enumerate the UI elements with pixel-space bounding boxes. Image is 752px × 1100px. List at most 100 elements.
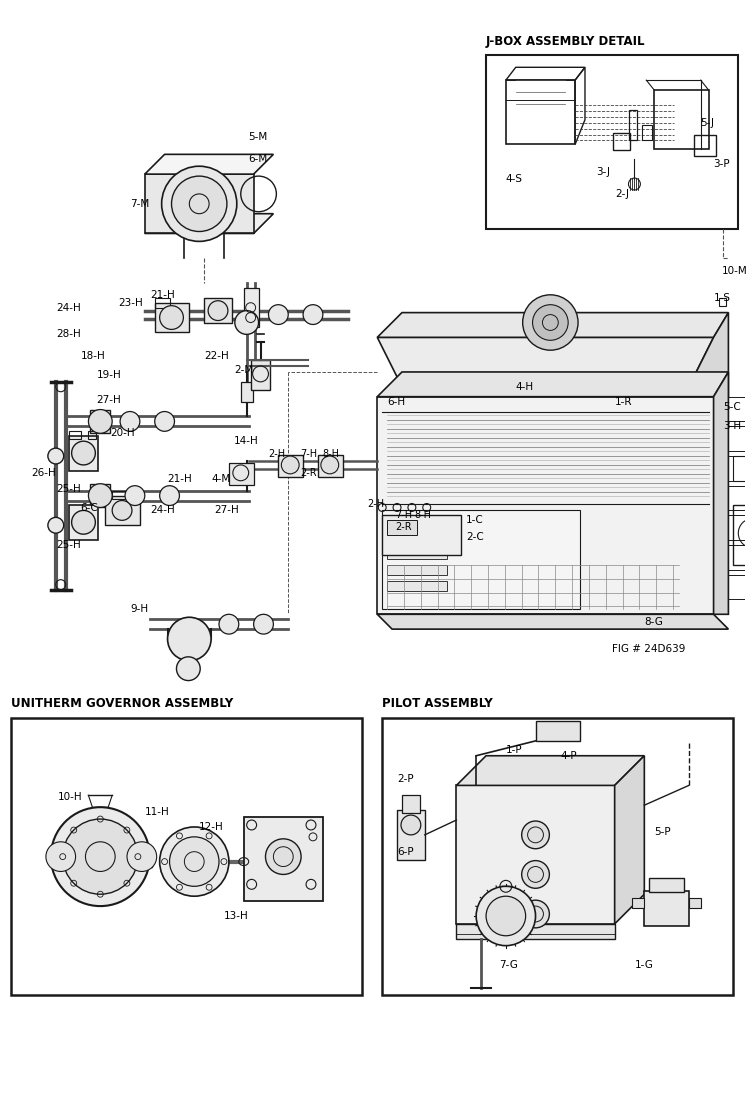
Bar bbox=[642, 124, 652, 140]
Text: 7-M: 7-M bbox=[130, 199, 149, 209]
Text: 21-H: 21-H bbox=[168, 474, 193, 484]
Text: 24-H: 24-H bbox=[56, 302, 80, 312]
Text: 6-P: 6-P bbox=[397, 847, 414, 857]
Text: 8-H: 8-H bbox=[415, 510, 432, 520]
Circle shape bbox=[159, 827, 229, 896]
Text: 2-R: 2-R bbox=[395, 522, 411, 532]
Bar bbox=[68, 431, 80, 439]
Polygon shape bbox=[378, 397, 714, 614]
Text: 6-C: 6-C bbox=[80, 504, 99, 514]
Text: J-BOX ASSEMBLY DETAIL: J-BOX ASSEMBLY DETAIL bbox=[486, 34, 645, 47]
Circle shape bbox=[46, 842, 75, 871]
Text: 2-H: 2-H bbox=[368, 498, 384, 508]
Bar bbox=[486, 55, 738, 229]
Circle shape bbox=[235, 310, 259, 334]
Bar bbox=[729, 456, 752, 481]
Text: 2-J: 2-J bbox=[616, 189, 629, 199]
Text: FIG # 24D639: FIG # 24D639 bbox=[611, 644, 685, 653]
Bar bbox=[132, 847, 152, 867]
Circle shape bbox=[162, 166, 237, 241]
Bar bbox=[250, 360, 271, 389]
Bar bbox=[718, 298, 726, 306]
Polygon shape bbox=[456, 785, 614, 924]
Text: 1-C: 1-C bbox=[466, 515, 484, 526]
Circle shape bbox=[62, 820, 138, 894]
Circle shape bbox=[48, 448, 64, 464]
Text: UNITHERM GOVERNOR ASSEMBLY: UNITHERM GOVERNOR ASSEMBLY bbox=[11, 697, 234, 711]
Bar bbox=[397, 810, 425, 859]
Circle shape bbox=[71, 441, 96, 465]
Polygon shape bbox=[456, 756, 644, 785]
Circle shape bbox=[253, 614, 274, 634]
Circle shape bbox=[89, 484, 112, 507]
Bar bbox=[632, 899, 644, 909]
Text: 27-H: 27-H bbox=[214, 505, 239, 516]
Circle shape bbox=[476, 887, 535, 946]
Text: 9-H: 9-H bbox=[130, 604, 148, 614]
Text: 19-H: 19-H bbox=[96, 370, 121, 379]
Text: 2-H: 2-H bbox=[268, 449, 286, 459]
Bar bbox=[629, 110, 638, 140]
Bar bbox=[155, 302, 190, 332]
Circle shape bbox=[169, 837, 219, 887]
Bar bbox=[105, 496, 140, 526]
Bar bbox=[729, 427, 752, 451]
Polygon shape bbox=[456, 924, 614, 938]
Circle shape bbox=[522, 821, 550, 849]
Text: 22-H: 22-H bbox=[204, 351, 229, 361]
Circle shape bbox=[208, 300, 228, 320]
Polygon shape bbox=[378, 372, 729, 397]
Circle shape bbox=[51, 807, 150, 906]
Bar bbox=[387, 520, 417, 536]
Circle shape bbox=[265, 839, 301, 875]
Polygon shape bbox=[145, 154, 274, 174]
Text: 2-R: 2-R bbox=[300, 468, 317, 477]
Bar bbox=[229, 463, 253, 485]
Polygon shape bbox=[378, 614, 729, 629]
Text: 5-C: 5-C bbox=[723, 402, 741, 411]
Text: 3-H: 3-H bbox=[723, 421, 741, 431]
Bar bbox=[689, 899, 701, 909]
Bar bbox=[241, 469, 253, 484]
Text: 11-H: 11-H bbox=[145, 807, 169, 817]
Circle shape bbox=[89, 409, 112, 433]
Text: 10-M: 10-M bbox=[721, 266, 747, 276]
Text: 23-H: 23-H bbox=[118, 298, 143, 308]
Circle shape bbox=[171, 176, 227, 231]
Polygon shape bbox=[145, 174, 253, 233]
Bar bbox=[68, 437, 99, 471]
Circle shape bbox=[177, 657, 200, 681]
Bar bbox=[613, 133, 630, 151]
Text: 8-H: 8-H bbox=[323, 449, 340, 459]
Circle shape bbox=[71, 510, 96, 535]
Bar bbox=[654, 90, 708, 150]
Circle shape bbox=[522, 900, 550, 928]
Bar bbox=[244, 817, 323, 901]
Text: 12-H: 12-H bbox=[199, 822, 224, 832]
Bar bbox=[500, 887, 512, 916]
Circle shape bbox=[532, 305, 569, 340]
Text: 1-G: 1-G bbox=[635, 960, 653, 970]
Bar bbox=[89, 431, 96, 439]
Circle shape bbox=[48, 517, 64, 534]
Bar bbox=[506, 80, 575, 144]
Text: 1-S: 1-S bbox=[714, 293, 731, 303]
Circle shape bbox=[281, 456, 299, 474]
Bar bbox=[402, 795, 420, 813]
Bar bbox=[387, 549, 447, 559]
Text: 14-H: 14-H bbox=[234, 437, 259, 447]
Polygon shape bbox=[714, 372, 729, 614]
Circle shape bbox=[125, 486, 145, 506]
Text: 8-G: 8-G bbox=[644, 617, 663, 627]
Bar bbox=[729, 397, 752, 421]
Text: 26-H: 26-H bbox=[31, 468, 56, 477]
Polygon shape bbox=[378, 338, 714, 397]
Text: 3-P: 3-P bbox=[714, 160, 730, 169]
Bar bbox=[318, 455, 343, 476]
Circle shape bbox=[155, 411, 174, 431]
Text: 24-H: 24-H bbox=[150, 505, 174, 516]
Bar bbox=[649, 879, 684, 892]
Text: 25-H: 25-H bbox=[56, 540, 80, 550]
Text: 10-H: 10-H bbox=[58, 792, 83, 802]
Bar bbox=[278, 455, 303, 476]
